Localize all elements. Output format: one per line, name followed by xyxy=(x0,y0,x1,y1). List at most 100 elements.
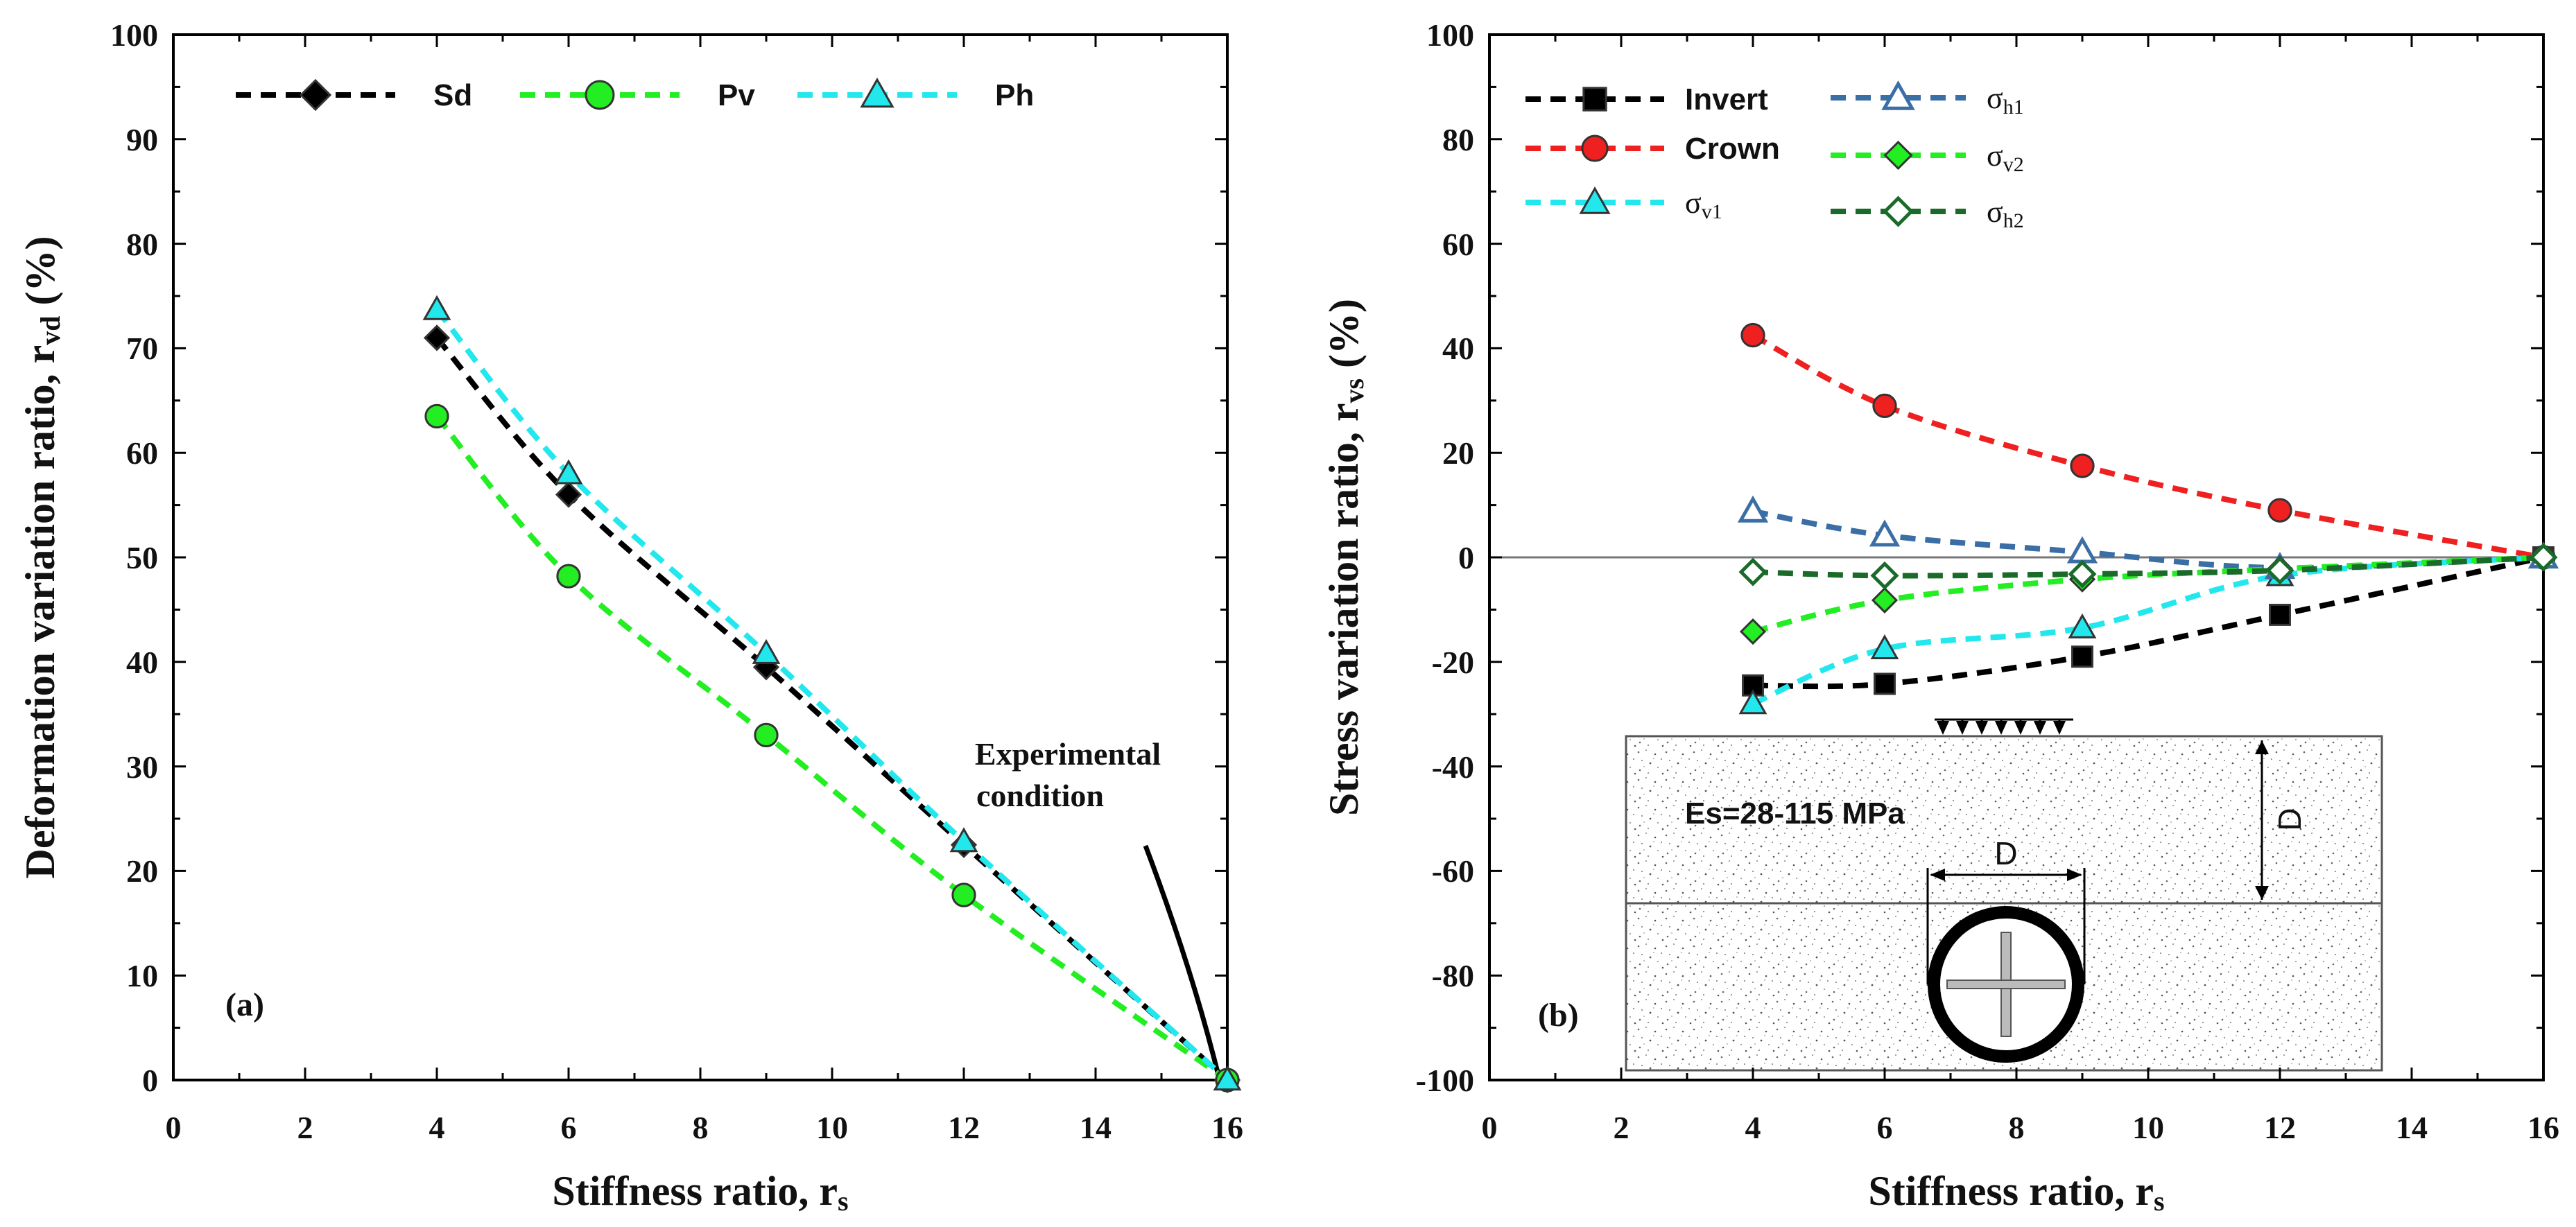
legend-label-pv: Pv xyxy=(718,78,755,112)
y-tick-label-80: 80 xyxy=(126,227,158,262)
x-tick-label-10: 10 xyxy=(2132,1110,2164,1145)
x-tick-label-10: 10 xyxy=(816,1110,848,1145)
annotation-arrow xyxy=(1143,844,1222,1079)
legend-marker-ph xyxy=(860,77,894,108)
legend-marker-crown xyxy=(1581,134,1609,162)
y-tick-label-10: 10 xyxy=(126,958,158,993)
data-point-h2-12 xyxy=(2265,556,2294,585)
legend-label-ph: Ph xyxy=(995,78,1034,112)
y-tick-label-90: 90 xyxy=(126,122,158,157)
y-tick-label-40: 40 xyxy=(126,645,158,680)
series-lines-a xyxy=(434,308,1229,1083)
y-tick-label-20: 20 xyxy=(126,853,158,889)
legend-label-h1: σh1 xyxy=(1987,81,2024,119)
axis-ticks-a xyxy=(172,33,1229,1081)
x-tick-label-4: 4 xyxy=(429,1110,445,1145)
data-point-h2-16 xyxy=(2529,543,2558,572)
y-tick-label-neg100: -100 xyxy=(1416,1063,1474,1098)
data-point-v2-6 xyxy=(1871,586,1899,614)
inset-diagram: D D Es=28-115 MPa xyxy=(1625,718,2383,1072)
data-point-ph-16 xyxy=(1213,1065,1242,1091)
data-point-pv-9 xyxy=(754,722,779,748)
panel-label-a: (a) xyxy=(225,986,264,1023)
data-point-h1-4 xyxy=(1737,495,1769,523)
x-tick-label-16: 16 xyxy=(1211,1110,1243,1145)
series-line-h1 xyxy=(1752,508,2544,571)
data-point-h2-9 xyxy=(2068,559,2097,589)
data-point-h2-6 xyxy=(1870,561,1899,590)
x-tick-label-0: 0 xyxy=(166,1110,182,1145)
legend-label-sd: Sd xyxy=(433,78,472,112)
series-lines-b xyxy=(1752,333,2544,706)
data-point-invert-6 xyxy=(1874,672,1896,695)
annotation-condition: condition xyxy=(976,778,1104,813)
x-tick-label-14: 14 xyxy=(1080,1110,1112,1145)
data-point-crown-4 xyxy=(1740,322,1765,348)
data-point-ph-4 xyxy=(422,295,451,320)
data-point-pv-4 xyxy=(424,403,449,429)
legend-label-invert: Invert xyxy=(1685,82,1768,116)
series-line-pv xyxy=(434,414,1229,1083)
data-point-h2-4 xyxy=(1738,557,1767,586)
series-line-v2 xyxy=(1752,555,2544,634)
y-tick-label-80: 80 xyxy=(1442,122,1474,157)
plot-frame-a xyxy=(172,33,1229,1081)
x-axis-title-a: Stiffness ratio, rs xyxy=(552,1168,848,1217)
panel-label-b: (b) xyxy=(1538,997,1579,1034)
x-tick-label-6: 6 xyxy=(1877,1110,1893,1145)
x-tick-label-14: 14 xyxy=(2396,1110,2428,1145)
series-markers-b xyxy=(1737,322,2559,715)
data-point-h1-9 xyxy=(2066,536,2098,564)
legend-marker-sd xyxy=(299,78,332,112)
cover-depth-dimension: D xyxy=(2255,740,2308,900)
legend-label-v2: σv2 xyxy=(1987,139,2024,176)
cover-arrow-bottom xyxy=(2255,886,2269,900)
annotation-experimental: Experimental xyxy=(975,736,1161,772)
load-arrows xyxy=(1935,718,2073,735)
y-tick-label-neg40: -40 xyxy=(1432,749,1474,785)
legend-marker-h1 xyxy=(1881,80,1915,110)
panel-a: 0 2 4 6 8 10 12 14 16 0 10 20 30 40 50 6… xyxy=(17,17,1243,1217)
legend-marker-h2 xyxy=(1882,195,1914,227)
legend-marker-v1 xyxy=(1579,186,1611,214)
y-tick-label-60: 60 xyxy=(126,435,158,471)
data-point-crown-12 xyxy=(2267,498,2292,523)
x-tick-label-2: 2 xyxy=(1614,1110,1630,1145)
series-line-v1 xyxy=(1752,555,2544,706)
x-tick-label-8: 8 xyxy=(693,1110,709,1145)
data-point-sd-4 xyxy=(423,324,451,351)
legend-label-h2: σh2 xyxy=(1987,195,2024,232)
data-point-invert-9 xyxy=(2071,645,2093,668)
y-tick-label-0: 0 xyxy=(142,1063,158,1098)
y-tick-label-30: 30 xyxy=(126,749,158,785)
y-tick-label-neg60: -60 xyxy=(1432,853,1474,889)
data-point-sd-6 xyxy=(555,481,582,508)
legend-label-v1: σv1 xyxy=(1685,186,1722,223)
legend-label-crown: Crown xyxy=(1685,132,1780,166)
data-point-pv-6 xyxy=(556,564,581,589)
series-line-h2 xyxy=(1752,555,2544,579)
load-arrow xyxy=(1956,721,1969,735)
data-point-v1-6 xyxy=(1870,634,1899,660)
x-tick-label-0: 0 xyxy=(1482,1110,1498,1145)
legend-b: Invert Crown σv1 σh1 σv2 σh2 xyxy=(1525,80,2024,232)
legend-a: Sd Pv Ph xyxy=(236,77,1034,112)
y-tick-label-60: 60 xyxy=(1442,227,1474,262)
x-tick-label-12: 12 xyxy=(948,1110,980,1145)
diameter-dimension: D xyxy=(1926,835,2086,984)
data-point-v1-9 xyxy=(2068,613,2097,638)
legend-marker-invert xyxy=(1582,87,1607,112)
y-tick-label-40: 40 xyxy=(1442,331,1474,366)
cover-label: D xyxy=(2272,808,2308,830)
y-tick-label-0: 0 xyxy=(1458,540,1474,575)
y-tick-label-neg80: -80 xyxy=(1432,958,1474,993)
x-tick-label-8: 8 xyxy=(2009,1110,2025,1145)
y-axis-title-b: Stress variation ratio, rvs (%) xyxy=(1321,299,1369,816)
y-axis-title-a: Deformation variation ratio, rvd (%) xyxy=(17,236,66,878)
diameter-arrow-right xyxy=(2067,869,2082,881)
data-point-v2-4 xyxy=(1739,618,1767,645)
series-line-ph xyxy=(434,308,1229,1082)
x-tick-label-16: 16 xyxy=(2527,1110,2559,1145)
load-arrow xyxy=(2034,721,2046,735)
data-point-h1-6 xyxy=(1869,519,1901,547)
